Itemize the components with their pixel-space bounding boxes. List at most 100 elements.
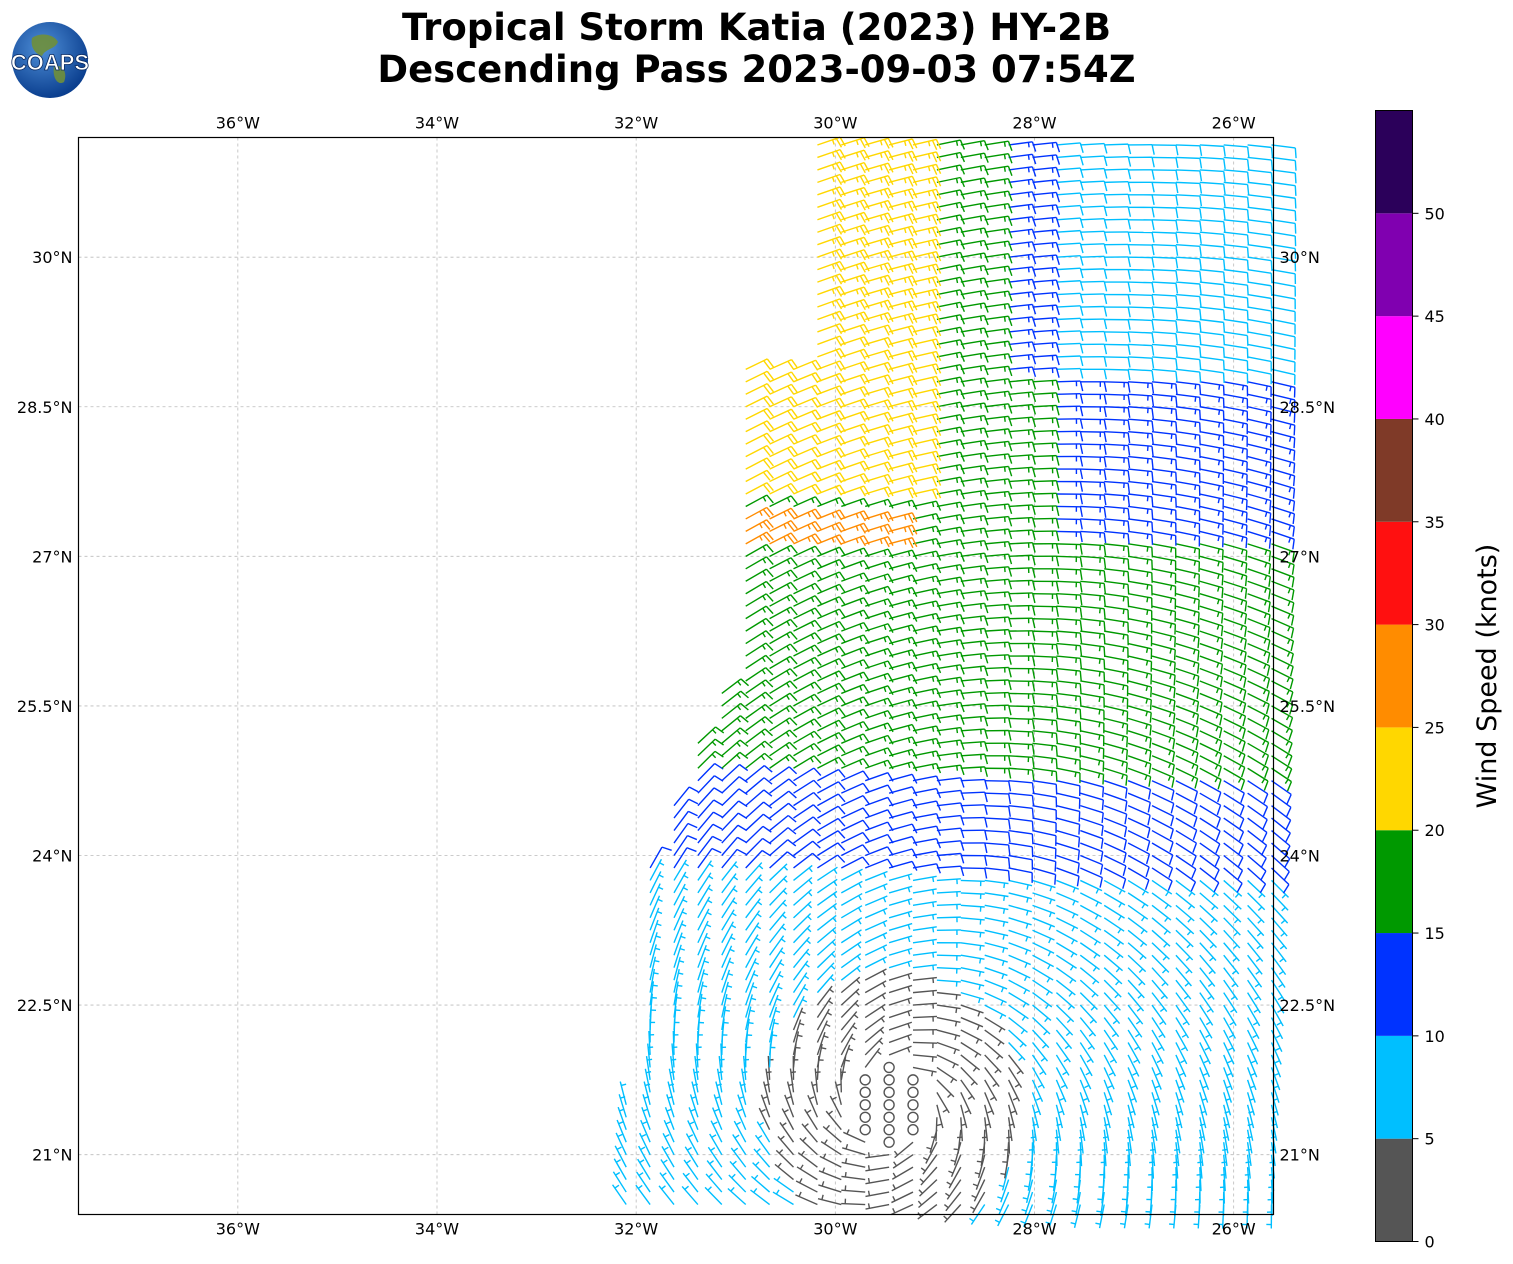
- grid-lines: [78, 137, 1274, 1215]
- wind-barb: [636, 1171, 651, 1193]
- wind-barb: [1222, 1129, 1229, 1154]
- wind-barb: [1031, 1067, 1045, 1089]
- wind-barb: [792, 995, 808, 1018]
- wind-barb: [1079, 979, 1099, 998]
- colorbar-bin: [1375, 213, 1413, 317]
- wind-barb: [1056, 867, 1080, 887]
- wind-barb: [769, 839, 797, 857]
- wind-barb: [864, 858, 894, 869]
- wind-barb: [697, 993, 707, 1018]
- wind-barb: [1246, 1117, 1254, 1141]
- wind-barb: [864, 992, 887, 1006]
- wind-barb: [673, 895, 688, 919]
- wind-barb: [1246, 1129, 1253, 1154]
- calm-wind-circle: [859, 1111, 871, 1123]
- wind-barb: [912, 1015, 938, 1022]
- wind-barb: [1047, 1179, 1058, 1204]
- wind-barb: [1055, 1017, 1074, 1037]
- wind-barb: [1247, 1004, 1261, 1027]
- colorbar-bin: [1375, 830, 1413, 934]
- wind-barb: [1171, 1167, 1178, 1192]
- wind-barb: [1247, 942, 1264, 962]
- wind-barb: [769, 911, 787, 931]
- wind-barb: [1175, 1054, 1187, 1078]
- wind-barb: [753, 1148, 771, 1168]
- wind-barb: [697, 884, 713, 906]
- wind-barb: [1055, 1067, 1069, 1090]
- wind-barb: [758, 1107, 771, 1131]
- wind-barb: [1103, 1042, 1118, 1064]
- wind-barb: [1080, 842, 1104, 862]
- wind-barb: [745, 813, 772, 832]
- wind-barb: [1056, 817, 1081, 835]
- wind-barb: [1151, 1054, 1163, 1077]
- wind-barb: [1271, 879, 1289, 899]
- wind-barb: [1056, 842, 1081, 861]
- wind-barb: [721, 1018, 729, 1043]
- wind-barb: [960, 842, 988, 854]
- wind-barb: [1247, 817, 1268, 842]
- wind-barb: [1246, 1067, 1257, 1091]
- wind-barb: [1103, 917, 1125, 934]
- wind-barb: [707, 1146, 723, 1168]
- wind-barb: [1199, 1104, 1207, 1129]
- calm-wind-circle: [907, 1124, 919, 1136]
- wind-barb: [816, 1008, 832, 1031]
- wind-barb: [984, 1104, 992, 1129]
- wind-barb: [1223, 879, 1243, 898]
- wind-barb: [1079, 892, 1103, 907]
- wind-barb: [912, 838, 942, 849]
- wind-barb: [697, 823, 723, 844]
- wind-barb: [769, 814, 797, 832]
- wind-barb: [673, 981, 683, 1006]
- wind-barb: [1127, 829, 1151, 852]
- wind-barb: [1151, 1067, 1162, 1090]
- wind-barb: [1075, 1154, 1082, 1179]
- wind-barb: [912, 951, 937, 958]
- wind-barb: [745, 862, 764, 881]
- wind-barb: [754, 1134, 771, 1156]
- wind-barb: [1053, 1129, 1060, 1154]
- wind-barb: [1196, 1154, 1203, 1179]
- wind-barb: [1079, 992, 1098, 1011]
- wind-barb: [1056, 917, 1079, 932]
- wind-barb: [1175, 854, 1197, 879]
- wind-barb: [745, 946, 760, 969]
- wind-barb: [1247, 904, 1265, 924]
- wind-barb: [1199, 1004, 1214, 1026]
- wind-barb: [649, 871, 664, 894]
- wind-barb: [840, 844, 870, 857]
- wind-barb: [649, 968, 659, 993]
- wind-barb: [1246, 1054, 1258, 1078]
- wind-barb: [1055, 1004, 1075, 1024]
- wind-barb: [817, 878, 838, 894]
- wind-barb: [960, 854, 988, 866]
- wind-barb: [865, 1177, 890, 1185]
- wind-barb: [721, 848, 747, 869]
- wind-barb: [793, 828, 821, 844]
- wind-barb: [1032, 854, 1057, 872]
- wind-barb: [816, 974, 835, 994]
- wind-barb: [721, 981, 733, 1006]
- wind-barb: [1007, 1092, 1018, 1116]
- wind-barb: [768, 970, 784, 993]
- wind-barb: [960, 1041, 982, 1058]
- wind-barb: [1008, 1029, 1027, 1048]
- calm-wind-circle: [883, 1099, 895, 1111]
- wind-barb: [1151, 1079, 1161, 1103]
- wind-barb: [1079, 1054, 1093, 1077]
- wind-barb: [1223, 1017, 1237, 1039]
- calm-wind-circle: [907, 1086, 919, 1099]
- wind-barb: [918, 1179, 938, 1197]
- wind-barb: [673, 822, 698, 844]
- wind-barb: [793, 912, 812, 931]
- wind-barb: [807, 1094, 819, 1118]
- wind-barb: [1079, 917, 1102, 933]
- wind-barb: [1080, 829, 1104, 849]
- wind-barb: [816, 938, 837, 956]
- wind-barb: [1223, 942, 1240, 962]
- wind-barb: [1103, 1029, 1119, 1051]
- wind-barb: [825, 1110, 842, 1131]
- wind-barb: [912, 825, 942, 836]
- wind-barb: [1103, 867, 1127, 889]
